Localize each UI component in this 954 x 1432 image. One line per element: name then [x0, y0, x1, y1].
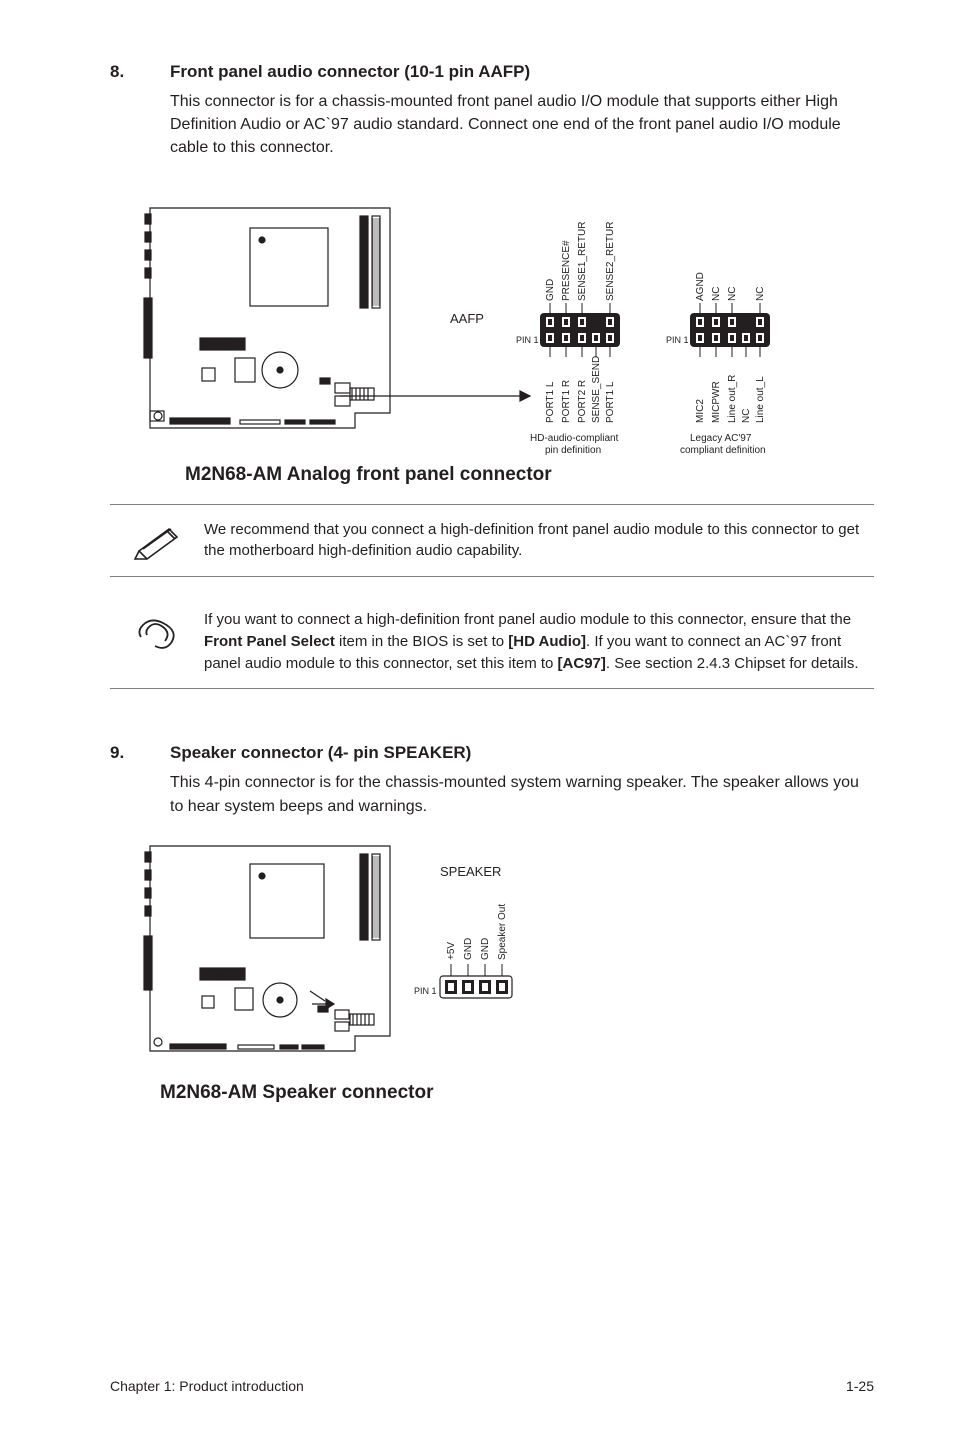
section9-body: This 4-pin connector is for the chassis-… [170, 771, 874, 817]
section8-number: 8. [110, 62, 170, 82]
note-paperclip: If you want to connect a high-definition… [110, 595, 874, 689]
note2-b3: [AC97] [558, 655, 606, 672]
ac-top-1: NC [711, 286, 722, 300]
hd-top-0: GND [545, 278, 556, 300]
ac-sub2: compliant definition [680, 445, 766, 456]
note2-pre: If you want to connect a high-definition… [204, 611, 851, 628]
hd-pin1: PIN 1 [516, 335, 539, 345]
note2-post: . See section 2.4.3 Chipset for details. [606, 655, 859, 672]
ac-bot-4: Line out_L [755, 375, 766, 422]
pencil-icon [114, 519, 204, 561]
section8-title: Front panel audio connector (10-1 pin AA… [170, 62, 530, 82]
ac-bot-0: MIC2 [695, 398, 706, 422]
ac-bot-3: NC [741, 408, 752, 422]
hd-bot-1: PORT1 R [561, 379, 572, 422]
hd-top-2: SENSE1_RETUR [577, 221, 588, 300]
hd-top-1: PRESENCE# [561, 240, 572, 301]
section8-body: This connector is for a chassis-mounted … [170, 90, 874, 160]
ac-bot-2: Line out_R [727, 374, 738, 422]
aafp-label: AAFP [450, 311, 484, 326]
section9-title: Speaker connector (4- pin SPEAKER) [170, 743, 471, 763]
board-model-2a: M2N68-AM [208, 973, 238, 979]
diagram-speaker: M2N68-AM SPEAKER +5V G [140, 836, 874, 1104]
spk-l0: +5V [446, 941, 457, 959]
spk-l2: GND [480, 937, 491, 959]
hd-bot-0: PORT1 L [545, 381, 556, 423]
ac-bot-1: MICPWR [711, 381, 722, 423]
note2-b1: Front Panel Select [204, 633, 335, 650]
spk-pin1: PIN 1 [414, 986, 437, 996]
hd-bot-2: PORT2 R [577, 379, 588, 422]
note-pencil: We recommend that you connect a high-def… [110, 504, 874, 578]
note1-text: We recommend that you connect a high-def… [204, 519, 870, 563]
ac-pin1: PIN 1 [666, 335, 689, 345]
hd-top-4: SENSE2_RETUR [605, 221, 616, 300]
speaker-header: SPEAKER [440, 864, 501, 879]
diagram-aafp: M2N68-AM AAFP [140, 178, 874, 486]
note2-mid1: item in the BIOS is set to [335, 633, 508, 650]
note2-text: If you want to connect a high-definition… [204, 609, 870, 674]
hd-sub1: HD-audio-compliant [530, 433, 619, 444]
ac-top-4: NC [755, 286, 766, 300]
diagram1-caption: M2N68-AM Analog front panel connector [185, 464, 874, 486]
board-model-1a: M2N68-AM [208, 343, 238, 349]
note2-b2: [HD Audio] [508, 633, 586, 650]
ac-sub1: Legacy AC'97 [690, 433, 752, 444]
ac-top-2: NC [727, 286, 738, 300]
section9-number: 9. [110, 743, 170, 763]
paperclip-icon [114, 609, 204, 657]
footer-left: Chapter 1: Product introduction [110, 1378, 304, 1394]
diagram2-caption: M2N68-AM Speaker connector [160, 1082, 874, 1104]
ac-top-0: AGND [695, 272, 706, 301]
spk-l1: GND [463, 937, 474, 959]
hd-bot-3: SENSE_SEND [591, 355, 602, 422]
hd-bot-4: PORT1 L [605, 381, 616, 423]
hd-sub2: pin definition [545, 445, 601, 456]
footer-right: 1-25 [846, 1378, 874, 1394]
spk-l3: Speaker Out [497, 903, 508, 959]
